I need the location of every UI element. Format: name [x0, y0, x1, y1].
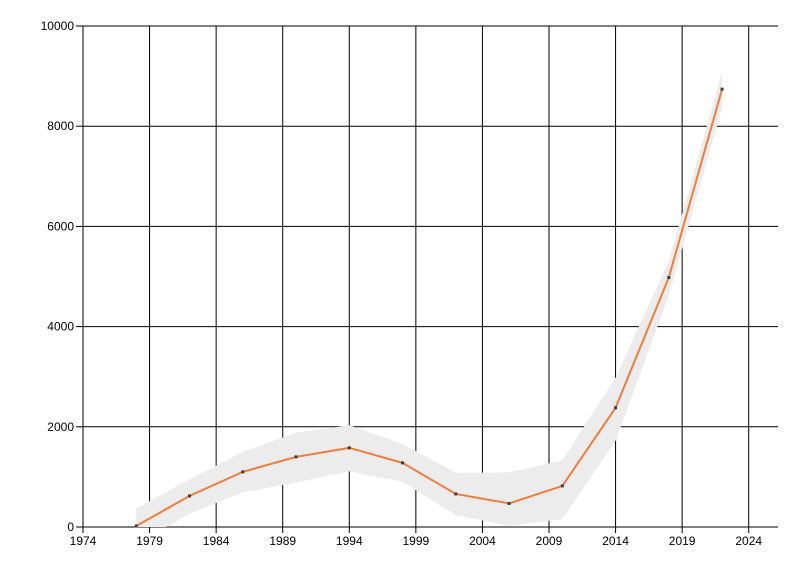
x-tick-label: 1979 — [136, 534, 163, 548]
y-tick-label: 0 — [67, 520, 74, 534]
x-tick-label: 1999 — [403, 534, 430, 548]
data-point-marker — [667, 276, 671, 280]
x-tick-label: 2019 — [669, 534, 696, 548]
data-point-marker — [560, 484, 564, 488]
y-tick-label: 8000 — [47, 119, 74, 133]
y-tick-label: 6000 — [47, 219, 74, 233]
data-point-marker — [614, 406, 618, 410]
x-tick-label: 2004 — [469, 534, 496, 548]
data-point-marker — [294, 455, 298, 459]
data-point-marker — [347, 446, 351, 450]
x-tick-label: 2024 — [735, 534, 762, 548]
x-tick-label: 2009 — [536, 534, 563, 548]
trend-line — [135, 88, 724, 527]
data-point-marker — [401, 461, 405, 465]
confidence-band — [136, 72, 723, 527]
data-point-marker — [454, 492, 458, 496]
y-tick-label: 4000 — [47, 320, 74, 334]
y-tick-label: 10000 — [41, 19, 75, 33]
data-point-marker — [134, 524, 138, 528]
x-tick-label: 1984 — [203, 534, 230, 548]
x-tick-label: 1994 — [336, 534, 363, 548]
y-tick-label: 2000 — [47, 420, 74, 434]
data-point-marker — [507, 501, 511, 505]
data-point-marker — [720, 87, 724, 91]
x-tick-label: 1989 — [269, 534, 296, 548]
x-tick-label: 2014 — [602, 534, 629, 548]
data-point-marker — [188, 494, 192, 498]
x-tick-label: 1974 — [70, 534, 97, 548]
data-point-marker — [241, 470, 245, 474]
